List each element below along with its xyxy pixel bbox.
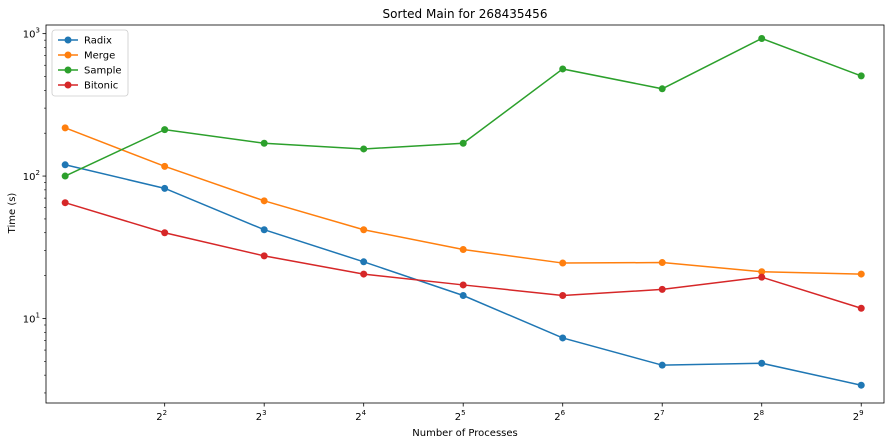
x-axis-label: Number of Processes [412,428,517,439]
data-point-bitonic [161,229,169,237]
data-point-radix [360,258,368,266]
data-point-sample [459,139,467,147]
data-point-bitonic [260,252,268,260]
data-point-merge [857,270,865,278]
data-point-bitonic [459,281,467,289]
data-point-merge [658,259,666,267]
plot-area [61,34,865,389]
data-point-radix [857,381,865,389]
x-tick-label: 26 [554,409,565,423]
x-tick-label: 24 [355,409,366,423]
legend-label-sample: Sample [84,66,122,77]
x-tick-label: 29 [853,409,864,423]
data-point-radix [459,292,467,299]
axes: 101 102 103 22 23 24 25 26 27 28 29 [23,24,885,423]
y-axis-label: Time (s) [7,193,18,235]
data-point-bitonic [758,273,766,281]
data-point-merge [161,162,169,170]
data-point-sample [360,145,368,153]
x-tick-label: 27 [654,409,665,423]
data-point-radix [260,226,268,234]
legend: Radix Merge Sample Bitonic [51,29,129,97]
data-point-bitonic [61,199,69,207]
data-point-sample [857,72,865,80]
data-point-radix [161,184,169,192]
legend-label-bitonic: Bitonic [84,81,118,92]
y-tick-label: 102 [23,169,40,183]
data-point-merge [61,124,69,132]
y-tick-label: 101 [23,311,40,325]
data-point-radix [61,161,69,169]
data-point-sample [758,34,766,42]
legend-marker-bitonic [64,81,72,89]
chart-title: Sorted Main for 268435456 [383,7,548,21]
plot-frame [45,24,885,404]
x-tick-label: 25 [455,409,466,423]
data-point-sample [559,65,567,73]
data-point-radix [758,359,766,367]
data-point-bitonic [857,304,865,312]
x-tick-label: 28 [753,409,764,423]
data-point-merge [758,268,766,276]
data-point-merge [360,226,368,234]
data-point-radix [658,361,666,369]
data-point-sample [161,126,169,134]
legend-label-radix: Radix [84,36,112,47]
legend-label-merge: Merge [84,51,115,62]
data-point-merge [459,246,467,254]
data-point-bitonic [658,285,666,293]
legend-marker-radix [64,36,72,44]
y-tick-label: 103 [23,27,40,41]
legend-box [51,29,129,97]
data-point-sample [61,172,69,180]
data-point-radix [559,334,567,342]
data-point-sample [658,85,666,93]
data-point-sample [260,139,268,147]
data-point-merge [260,197,268,205]
series-line-radix [64,164,862,386]
x-tick-label: 23 [256,409,267,423]
data-point-merge [559,259,567,267]
data-point-bitonic [360,270,368,278]
x-tick-label: 22 [156,409,167,423]
legend-marker-sample [64,66,72,74]
data-point-bitonic [559,292,567,299]
legend-marker-merge [64,51,72,59]
series-line-sample [64,37,862,177]
